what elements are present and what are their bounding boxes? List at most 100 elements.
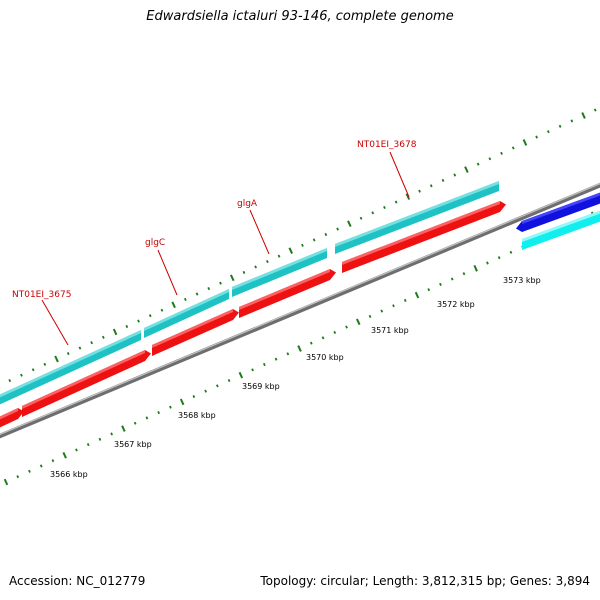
lower-minor-tick: [345, 325, 348, 329]
gene-callout-line: [41, 299, 69, 346]
upper-minor-tick: [558, 124, 562, 128]
lower-major-tick: [355, 318, 361, 326]
upper-minor-tick: [137, 319, 140, 323]
scale-label-3572: 3572 kbp: [437, 300, 475, 309]
reverse-cds-segment: [152, 309, 239, 356]
scale-label-3569: 3569 kbp: [242, 382, 280, 391]
upper-minor-tick: [359, 216, 363, 220]
reverse-cds-segment-highlight: [22, 350, 145, 409]
upper-major-tick: [171, 301, 176, 309]
upper-minor-tick: [254, 265, 258, 269]
upper-minor-tick: [183, 297, 187, 301]
scale-label-3566: 3566 kbp: [50, 470, 88, 479]
lower-minor-tick: [133, 421, 137, 425]
lower-minor-tick: [145, 416, 149, 420]
upper-minor-tick: [66, 352, 70, 356]
cyan-feature-segment-highlight: [522, 210, 600, 242]
lower-minor-tick: [227, 378, 231, 383]
upper-minor-tick: [301, 243, 304, 247]
upper-major-tick: [229, 274, 235, 282]
lower-minor-tick: [86, 443, 90, 447]
lower-minor-tick: [157, 411, 161, 415]
gene-label-nt01ei-3678[interactable]: NT01EI_3678: [357, 140, 417, 150]
upper-minor-tick: [8, 379, 12, 383]
lower-minor-tick: [51, 459, 55, 463]
lower-minor-tick: [497, 256, 501, 260]
upper-minor-tick: [453, 173, 457, 177]
lower-minor-tick: [486, 261, 489, 265]
upper-minor-tick: [535, 135, 539, 139]
upper-minor-tick: [488, 157, 492, 161]
upper-minor-tick: [43, 362, 47, 366]
reverse-cds-segment-body: [342, 201, 506, 273]
scale-label-3568: 3568 kbp: [178, 411, 216, 420]
lower-minor-tick: [75, 448, 78, 452]
upper-minor-tick: [242, 270, 246, 274]
lower-minor-tick: [286, 352, 290, 356]
scale-label-3573: 3573 kbp: [503, 276, 541, 285]
reverse-cds-segment-body: [22, 350, 151, 417]
gene-label-glga[interactable]: glgA: [237, 199, 258, 209]
scale-label-3567: 3567 kbp: [114, 440, 152, 449]
lower-minor-tick: [98, 437, 102, 441]
reverse-cds-segment-highlight: [152, 309, 233, 348]
lower-minor-tick: [192, 395, 196, 399]
upper-minor-tick: [324, 232, 328, 237]
lower-minor-tick: [110, 432, 114, 436]
backbone-highlight: [0, 183, 600, 436]
upper-major-tick: [288, 247, 294, 255]
lower-minor-tick: [403, 298, 407, 302]
lower-minor-tick: [439, 282, 442, 286]
reverse-cds-segment-highlight: [0, 408, 18, 420]
upper-major-tick: [581, 112, 586, 119]
blue-feature-segment: [516, 192, 600, 232]
upper-minor-tick: [90, 341, 94, 345]
lower-major-tick: [473, 264, 478, 272]
genome-backbone: [0, 182, 600, 439]
upper-minor-tick: [31, 368, 35, 372]
upper-major-tick: [405, 193, 411, 200]
lower-minor-tick: [427, 288, 431, 292]
upper-minor-tick: [312, 238, 316, 242]
lower-minor-tick: [309, 341, 313, 345]
upper-minor-tick: [207, 287, 211, 291]
forward-cds-segment: [0, 330, 141, 405]
gene-callout-line: [157, 249, 178, 296]
genome-stats: Topology: circular; Length: 3,812,315 bp…: [260, 574, 590, 588]
gene-label-nt01ei-3675[interactable]: NT01EI_3675: [12, 290, 71, 300]
lower-minor-tick: [28, 469, 31, 473]
lower-major-tick: [238, 371, 244, 379]
forward-cds-segment-highlight: [144, 289, 229, 331]
lower-minor-tick: [392, 304, 395, 308]
upper-minor-tick: [101, 335, 105, 339]
accession-info: Accession: NC_012779: [9, 574, 146, 588]
forward-cds-segment-highlight: [232, 248, 327, 290]
lower-major-tick: [62, 451, 67, 459]
lower-minor-tick: [333, 330, 337, 334]
reverse-cds-segment-body: [0, 408, 24, 428]
lower-minor-tick: [368, 314, 372, 318]
lower-minor-tick: [321, 336, 325, 340]
upper-minor-tick: [511, 146, 515, 150]
map-title: Edwardsiella ictaluri 93-146, complete g…: [146, 9, 454, 24]
upper-minor-tick: [593, 108, 597, 112]
lower-minor-tick: [16, 475, 20, 479]
upper-major-tick: [112, 328, 118, 336]
scale-label-3571: 3571 kbp: [371, 326, 409, 335]
upper-minor-tick: [476, 162, 480, 166]
lower-minor-tick: [251, 368, 254, 372]
upper-minor-tick: [20, 373, 23, 377]
upper-minor-tick: [418, 189, 421, 193]
upper-minor-tick: [429, 184, 433, 188]
forward-cds-segment-highlight: [0, 330, 141, 398]
gene-label-glgc[interactable]: glgC: [145, 238, 165, 248]
upper-minor-tick: [219, 281, 222, 285]
blue-feature-segment-highlight: [522, 192, 600, 224]
upper-minor-tick: [383, 205, 386, 209]
gene-callout-line: [389, 151, 410, 198]
upper-minor-tick: [265, 260, 269, 264]
gene-callouts: [41, 151, 410, 346]
lower-minor-tick: [509, 250, 513, 254]
reverse-cds-segment-body: [152, 309, 239, 356]
